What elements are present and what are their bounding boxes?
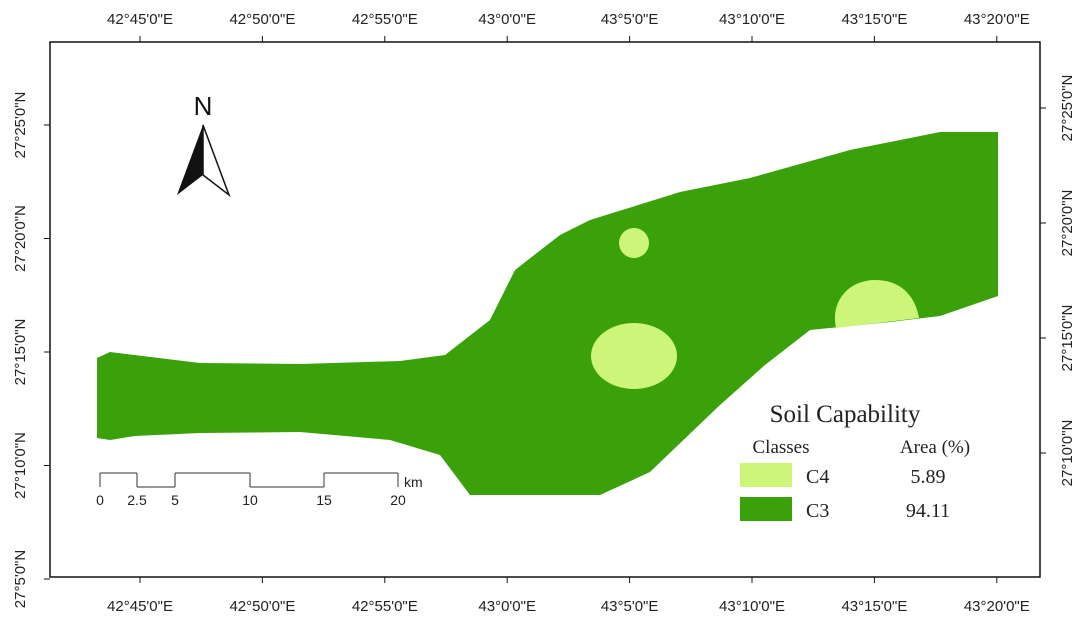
scale-label: 20 [390,492,406,508]
latitude-label: 27°20'0"N [12,205,29,272]
c3-area [97,132,998,495]
legend-area: 5.89 [911,466,946,488]
latitude-label: 27°20'0"N [1059,190,1076,257]
c4-patch [619,228,649,258]
longitude-label: 43°0'0"E [478,598,536,615]
longitude-label: 42°50'0"E [229,11,295,28]
latitude-label: 27°10'0"N [12,432,29,499]
legend-class: C3 [806,500,829,522]
north-arrow: N [177,91,231,198]
legend: Soil Capability Classes Area (%) C4 5.89… [740,401,970,522]
scale-label: 10 [242,492,258,508]
longitude-label: 43°20'0"E [964,598,1030,615]
latitude-label: 27°15'0"N [1059,305,1076,372]
longitude-label: 43°15'0"E [841,11,907,28]
scale-label: 5 [171,492,179,508]
latitude-label: 27°15'0"N [12,319,29,386]
latitude-label: 27°5'0"N [12,550,29,608]
scale-unit: km [404,474,423,490]
legend-swatch [740,463,792,487]
longitude-label: 42°50'0"E [229,598,295,615]
longitude-label: 43°5'0"E [601,598,659,615]
legend-header: Area (%) [900,437,970,458]
longitude-label: 42°55'0"E [352,598,418,615]
north-label: N [194,91,213,121]
legend-title: Soil Capability [770,401,921,428]
longitude-label: 42°55'0"E [352,11,418,28]
legend-area: 94.11 [906,500,950,522]
legend-header: Classes [753,437,810,458]
c4-patch [834,280,919,328]
longitude-label: 42°45'0"E [107,11,173,28]
scale-label: 0 [96,492,104,508]
longitude-label: 43°10'0"E [719,598,785,615]
latitude-label: 27°25'0"N [1059,75,1076,142]
legend-class: C4 [806,466,829,488]
longitude-label: 43°5'0"E [601,11,659,28]
scale-label: 15 [316,492,332,508]
scale-bar: 0 2.5 5 10 15 20 km [96,472,423,508]
legend-swatch [740,497,792,521]
longitude-label: 42°45'0"E [107,598,173,615]
c4-patch [591,323,677,389]
longitude-label: 43°20'0"E [964,11,1030,28]
longitude-label: 43°15'0"E [841,598,907,615]
longitude-label: 43°0'0"E [478,11,536,28]
latitude-label: 27°25'0"N [12,92,29,159]
longitude-label: 43°10'0"E [719,11,785,28]
scale-label: 2.5 [127,492,147,508]
latitude-label: 27°10'0"N [1059,420,1076,487]
